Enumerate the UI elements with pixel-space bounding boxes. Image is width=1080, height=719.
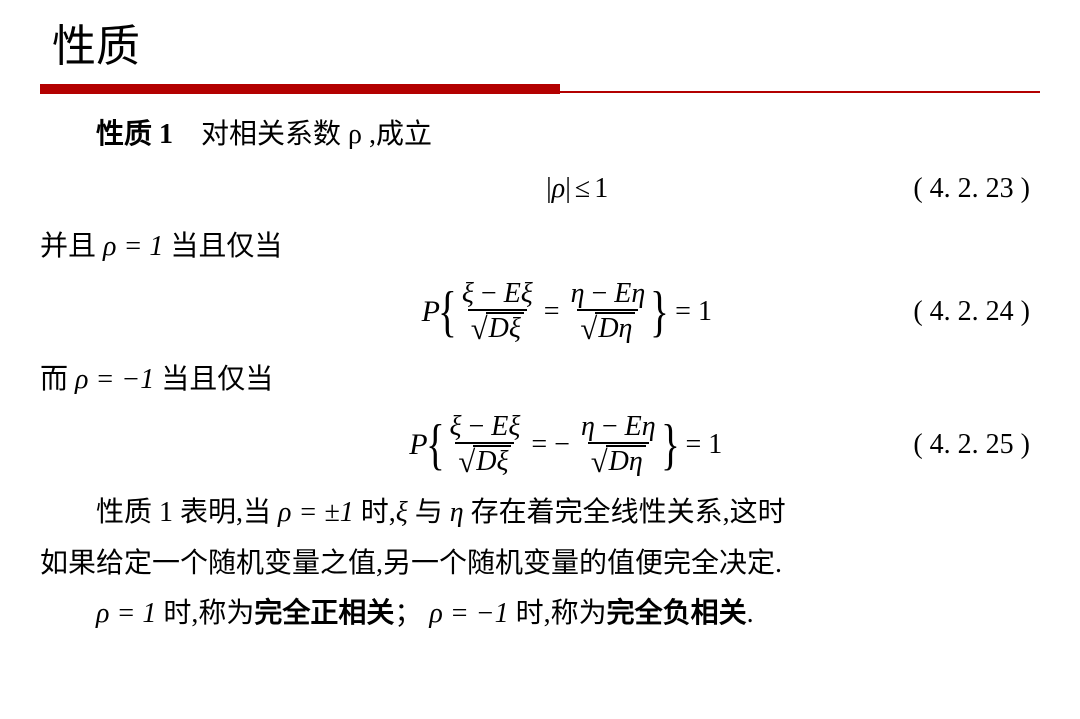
page-title: 性质 [52, 10, 1040, 74]
property-intro-text: 对相关系数 ρ ,成立 [201, 119, 432, 150]
equation-4-2-25-math: P { ξ − Eξ Dξ = − η − Eη Dη } = 1 [409, 412, 722, 479]
line3-c: 当且仅当 [154, 364, 273, 395]
eq3-eqto: = 1 [686, 422, 723, 468]
equation-number-4-2-24: ( 4. 2. 24 ) [913, 296, 1030, 327]
equation-number-4-2-25: ( 4. 2. 25 ) [913, 429, 1030, 460]
eq2-mid: = [544, 289, 560, 335]
equation-4-2-25: P { ξ − Eξ Dξ = − η − Eη Dη } = 1 ( 4. 2… [40, 412, 1040, 479]
line3-a: 而 [40, 364, 75, 395]
term-negative-correlation: 完全负相关 [607, 598, 747, 629]
conclusion-line-2: 如果给定一个随机变量之值,另一个随机变量的值便完全决定. [40, 541, 1040, 587]
body: 性质 1 对相关系数 ρ ,成立 |ρ| ≤ 1 ( 4. 2. 23 ) 并且… [40, 112, 1040, 637]
eq1-rel: ≤ [575, 166, 590, 212]
line-rho-eq-1: 并且 ρ = 1 当且仅当 [40, 224, 1040, 270]
title-rule [40, 84, 1040, 94]
equation-4-2-24-math: P { ξ − Eξ Dξ = η − Eη Dη } = 1 [422, 279, 712, 346]
eq1-rhs: 1 [594, 166, 608, 212]
eq3-mid: = − [531, 422, 570, 468]
line2-a: 并且 [40, 231, 103, 262]
eq3-P: P [409, 420, 427, 470]
rule-thick [40, 84, 560, 94]
line2-c: 当且仅当 [163, 231, 282, 262]
term-positive-correlation: 完全正相关 [254, 598, 394, 629]
eq2-eqto: = 1 [675, 289, 712, 335]
equation-number-4-2-23: ( 4. 2. 23 ) [913, 173, 1030, 204]
line-rho-eq-minus-1: 而 ρ = −1 当且仅当 [40, 357, 1040, 403]
eq1-var: ρ [552, 173, 565, 204]
conclusion-line-1: 性质 1 表明,当 ρ = ±1 时,ξ 与 η 存在着完全线性关系,这时 [40, 490, 1040, 536]
line3-b: ρ = −1 [75, 364, 154, 395]
equation-4-2-23-math: |ρ| ≤ 1 [546, 166, 608, 212]
property-label: 性质 1 [96, 119, 173, 150]
line2-b: ρ = 1 [103, 231, 163, 262]
equation-4-2-23: |ρ| ≤ 1 ( 4. 2. 23 ) [40, 166, 1040, 212]
equation-4-2-24: P { ξ − Eξ Dξ = η − Eη Dη } = 1 ( 4. 2. … [40, 279, 1040, 346]
property-1-intro: 性质 1 对相关系数 ρ ,成立 [40, 112, 1040, 158]
conclusion-line-3: ρ = 1 时,称为完全正相关； ρ = −1 时,称为完全负相关. [40, 591, 1040, 637]
slide: 性质 性质 1 对相关系数 ρ ,成立 |ρ| ≤ 1 ( 4. 2. 23 )… [0, 0, 1080, 637]
